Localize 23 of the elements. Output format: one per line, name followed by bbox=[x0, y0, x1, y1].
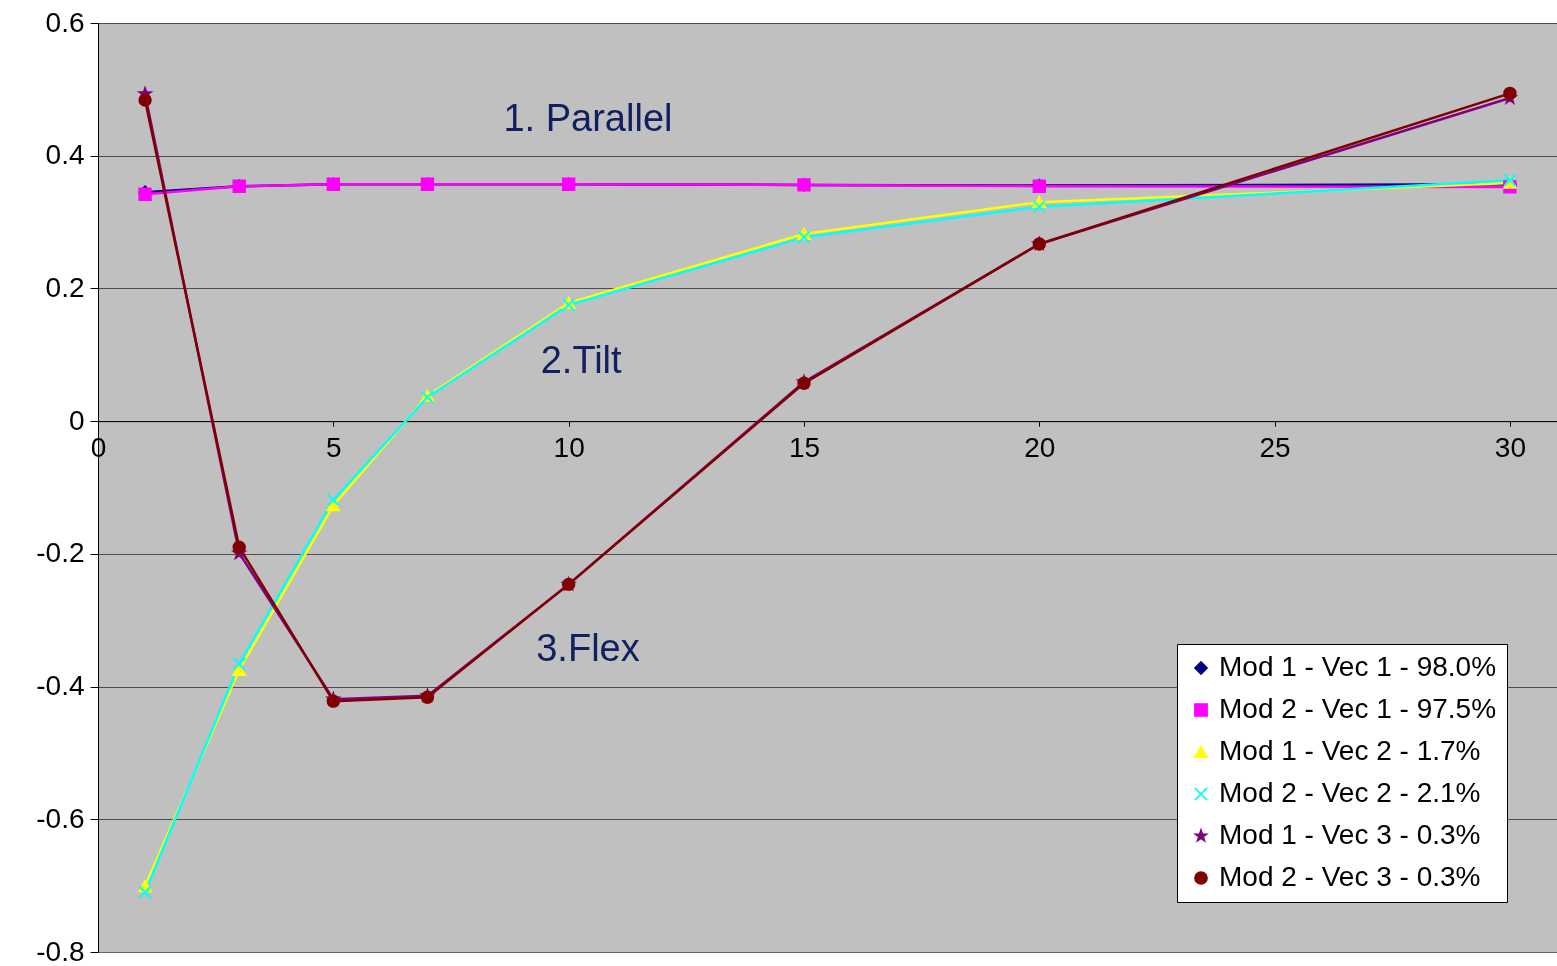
y-tick-label: -0.8 bbox=[36, 935, 85, 966]
legend-label: Mod 2 - Vec 3 - 0.3% bbox=[1219, 861, 1481, 892]
annotation: 3.Flex bbox=[536, 627, 640, 670]
x-tick-label: 15 bbox=[788, 431, 821, 463]
legend-label: Mod 2 - Vec 2 - 2.1% bbox=[1219, 777, 1481, 808]
legend-label: Mod 1 - Vec 2 - 1.7% bbox=[1219, 735, 1481, 766]
x-tick-label: 5 bbox=[326, 431, 342, 463]
y-tick-label: 0.4 bbox=[45, 139, 85, 171]
y-tick-label: 0 bbox=[68, 404, 85, 436]
y-tick-label: 0.2 bbox=[45, 271, 85, 303]
x-tick-label: 20 bbox=[1024, 431, 1056, 463]
y-tick-label: -0.6 bbox=[36, 802, 85, 834]
x-tick-label: 25 bbox=[1259, 431, 1291, 463]
annotation: 1. Parallel bbox=[503, 96, 673, 139]
x-tick-label: 10 bbox=[553, 431, 585, 463]
legend-label: Mod 2 - Vec 1 - 97.5% bbox=[1219, 693, 1497, 724]
y-tick-label: -0.4 bbox=[36, 670, 85, 702]
annotation: 2.Tilt bbox=[540, 339, 623, 382]
legend-label: Mod 1 - Vec 3 - 0.3% bbox=[1219, 819, 1481, 850]
y-tick-label: 0.6 bbox=[45, 6, 85, 38]
x-tick-label: 30 bbox=[1494, 431, 1527, 463]
y-tick-label: -0.2 bbox=[36, 537, 85, 569]
legend-label: Mod 1 - Vec 1 - 98.0% bbox=[1219, 651, 1497, 682]
